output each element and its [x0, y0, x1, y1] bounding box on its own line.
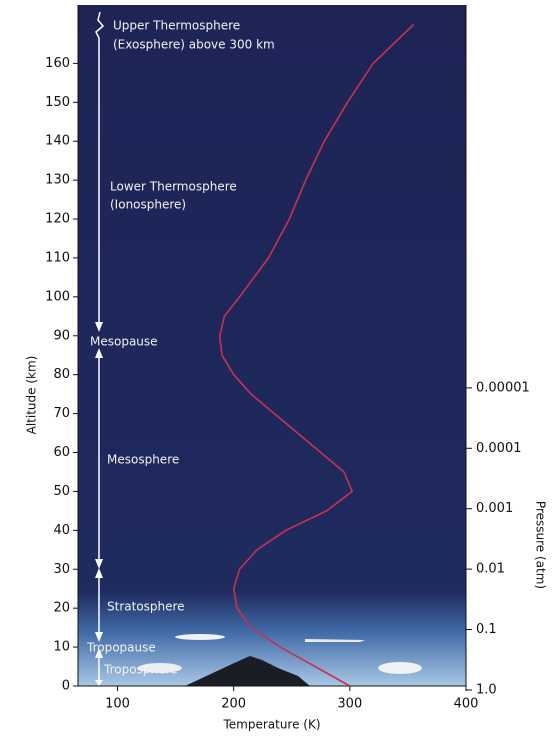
y-tick-label: 50: [53, 484, 70, 499]
annotation: Stratosphere: [107, 600, 185, 614]
y2-tick-label: 0.1: [476, 622, 497, 637]
annotation: Upper Thermosphere: [113, 19, 240, 33]
y-tick-label: 30: [53, 562, 70, 577]
annotation: Mesosphere: [107, 453, 179, 467]
y-tick-label: 130: [45, 173, 70, 188]
y-tick-label: 80: [53, 367, 70, 382]
annotation: (Ionosphere): [110, 198, 186, 212]
annotation: Lower Thermosphere: [110, 180, 237, 194]
x-tick-label: 400: [454, 697, 479, 712]
x-axis-label: Temperature (K): [222, 718, 320, 732]
y2-tick-label: 1.0: [476, 682, 497, 697]
x-tick-label: 300: [337, 697, 362, 712]
y-tick-label: 0: [62, 679, 70, 694]
y-tick-label: 20: [53, 601, 70, 616]
y-tick-label: 70: [53, 406, 70, 421]
y-tick-label: 140: [45, 134, 70, 149]
y-tick-label: 100: [45, 289, 70, 304]
annotation: Mesopause: [90, 335, 158, 349]
y-tick-label: 10: [53, 640, 70, 655]
y2-tick-label: 0.001: [476, 501, 513, 516]
y-tick-label: 120: [45, 212, 70, 227]
annotation: Tropopause: [86, 641, 156, 655]
x-tick-label: 100: [105, 697, 130, 712]
y-tick-label: 60: [53, 445, 70, 460]
cloud: [175, 634, 225, 640]
y2-axis-label: Pressure (atm): [534, 501, 548, 589]
y-axis-label: Altitude (km): [25, 356, 39, 435]
y2-tick-label: 0.0001: [476, 441, 522, 456]
y2-tick-label: 0.01: [476, 562, 505, 577]
y-tick-label: 40: [53, 523, 70, 538]
annotation: Troposphere: [103, 663, 177, 677]
y2-tick-label: 0.00001: [476, 380, 530, 395]
annotation: (Exosphere) above 300 km: [113, 38, 275, 52]
y-tick-label: 160: [45, 56, 70, 71]
x-tick-label: 200: [221, 697, 246, 712]
y-tick-label: 90: [53, 328, 70, 343]
chart: Altitude (km) Temperature (K) Pressure (…: [0, 0, 553, 741]
cloud: [378, 662, 422, 674]
y-tick-label: 150: [45, 95, 70, 110]
y-tick-label: 110: [45, 250, 70, 265]
